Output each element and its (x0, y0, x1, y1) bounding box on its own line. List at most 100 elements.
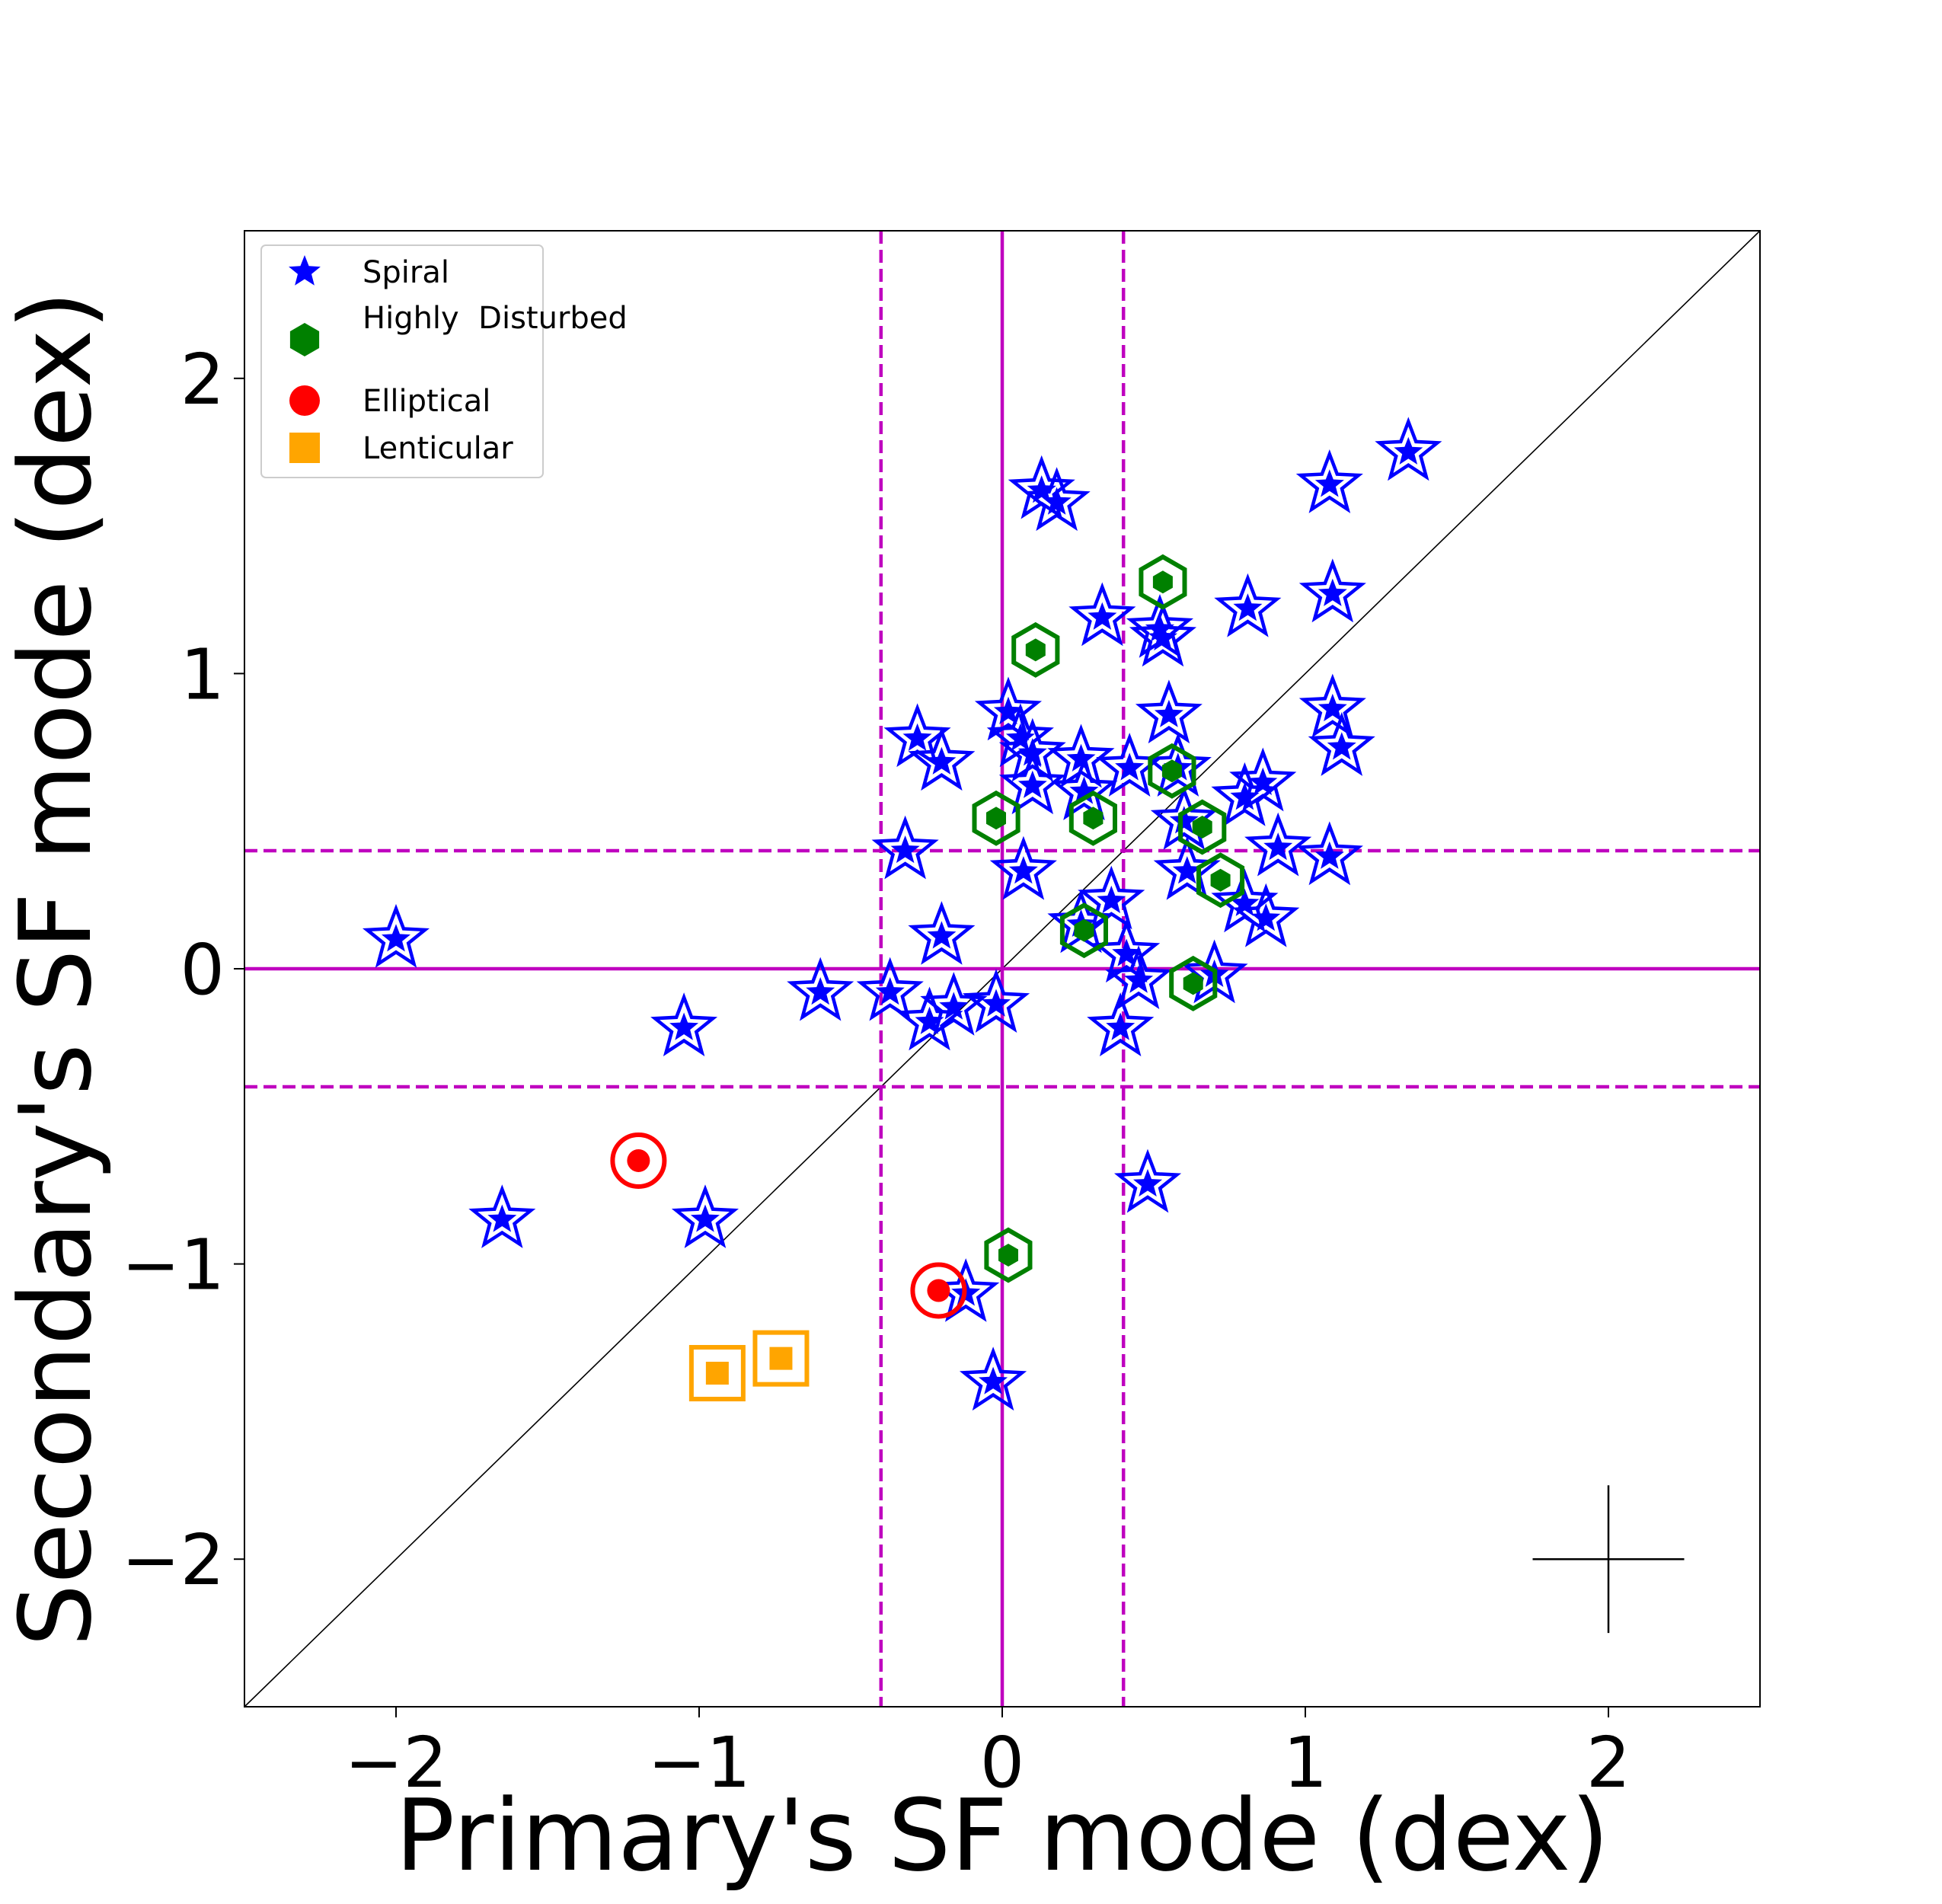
data-point-spiral (787, 957, 854, 1021)
data-point-highly-disturbed (1196, 852, 1245, 909)
data-point-highly-disturbed (1011, 621, 1060, 678)
y-tick-label: 2 (180, 339, 225, 420)
star-marker (1327, 732, 1356, 760)
star-outline-marker (962, 969, 1030, 1033)
star-marker (979, 1366, 1008, 1394)
data-point-spiral (974, 676, 1043, 741)
data-point-highly-disturbed (972, 790, 1021, 846)
star-marker (927, 746, 957, 775)
hexagon-marker (289, 323, 320, 356)
star-outline-marker (959, 1347, 1027, 1411)
star-marker (1017, 770, 1047, 798)
data-point-spiral (1150, 785, 1218, 850)
star-outline-marker (920, 972, 988, 1036)
star-marker (1248, 767, 1278, 795)
hexagon-marker (1152, 570, 1173, 594)
legend-label-elliptical: Elliptical (363, 384, 490, 419)
star-outline-marker (1078, 865, 1145, 930)
legend-label-spiral: Spiral (363, 255, 449, 290)
data-point-spiral (650, 992, 718, 1057)
data-point-spiral (362, 903, 430, 968)
star-marker (1318, 693, 1347, 722)
star-marker (1169, 806, 1199, 834)
hexagon-marker (998, 1244, 1018, 1267)
star-marker (1008, 856, 1038, 884)
star-marker (487, 1204, 517, 1232)
square-marker (289, 433, 320, 463)
star-marker (1042, 487, 1072, 515)
data-point-spiral (1375, 417, 1442, 481)
star-marker (1314, 841, 1344, 869)
data-point-spiral (1129, 602, 1197, 667)
star-outline-marker (989, 835, 1057, 900)
star-marker (1066, 743, 1096, 772)
star-marker (1027, 475, 1056, 503)
star-marker (915, 1006, 944, 1034)
star-outline-marker (1308, 711, 1375, 776)
data-point-spiral (871, 815, 939, 880)
data-point-highly-disturbed (1068, 790, 1117, 846)
data-point-highly-disturbed (1169, 955, 1218, 1011)
square-outline-marker (752, 1330, 810, 1387)
star-outline-marker (362, 903, 430, 968)
data-point-spiral (1078, 865, 1145, 930)
star-outline-marker (1135, 679, 1203, 744)
square-marker (769, 1347, 793, 1370)
x-tick-label: 1 (1283, 1722, 1328, 1803)
star-marker (1088, 602, 1117, 630)
hexagon-marker (1161, 759, 1182, 783)
x-tick-label: 0 (980, 1722, 1025, 1803)
star-outline-marker (1113, 1148, 1182, 1213)
star-marker (1233, 593, 1263, 621)
star-outline-marker (468, 1184, 536, 1248)
star-outline-marker (856, 957, 924, 1021)
star-outline-marker (1105, 945, 1173, 1010)
star-outline-marker (1144, 733, 1212, 797)
star-marker (669, 1012, 699, 1040)
star-marker (1314, 469, 1344, 497)
star-marker (1172, 856, 1202, 884)
star-outline-marker (1244, 812, 1312, 877)
legend-marker-hexagon (289, 323, 320, 356)
data-point-spiral (1105, 945, 1173, 1010)
star-outline-marker (1150, 785, 1218, 850)
reference-lines (244, 230, 1761, 1708)
y-tick-label: −2 (121, 1519, 225, 1601)
data-point-spiral (671, 1184, 739, 1248)
y-tick-label: 1 (180, 634, 225, 715)
star-marker (875, 977, 905, 1005)
data-point-spiral (920, 972, 988, 1036)
data-point-elliptical (910, 1262, 967, 1319)
star-marker (1115, 752, 1145, 781)
data-point-spiral (1068, 582, 1136, 647)
star-marker (1069, 776, 1099, 804)
star-marker (1133, 1168, 1163, 1197)
circle-outline-marker (910, 1262, 967, 1319)
data-point-spiral (1298, 673, 1366, 738)
data-point-spiral (1298, 558, 1366, 623)
hexagon-outline-marker (1169, 955, 1218, 1011)
data-point-spiral (1308, 711, 1375, 776)
data-point-spiral (959, 1347, 1027, 1411)
legend-label-highly-disturbed: Highly Disturbed (363, 301, 628, 336)
data-point-spiral (908, 727, 976, 791)
data-point-spiral (1244, 812, 1312, 877)
data-point-spiral (1229, 747, 1297, 812)
star-outline-marker (974, 676, 1043, 741)
data-point-spiral (989, 835, 1057, 900)
circle-outline-marker (610, 1132, 667, 1189)
star-marker (1148, 622, 1177, 651)
data-point-spiral (986, 703, 1054, 768)
star-marker (1154, 699, 1183, 727)
star-outline-marker (787, 957, 854, 1021)
star-marker (1394, 436, 1423, 465)
hexagon-outline-marker (1148, 743, 1196, 799)
star-outline-marker (1087, 992, 1155, 1057)
star-outline-marker (1298, 673, 1366, 738)
legend-marker-star (289, 255, 321, 286)
star-marker (806, 977, 835, 1005)
data-point-spiral (1214, 573, 1282, 637)
data-point-spiral (962, 969, 1030, 1033)
hexagon-outline-marker (1068, 790, 1117, 846)
data-point-highly-disturbed (1148, 743, 1196, 799)
